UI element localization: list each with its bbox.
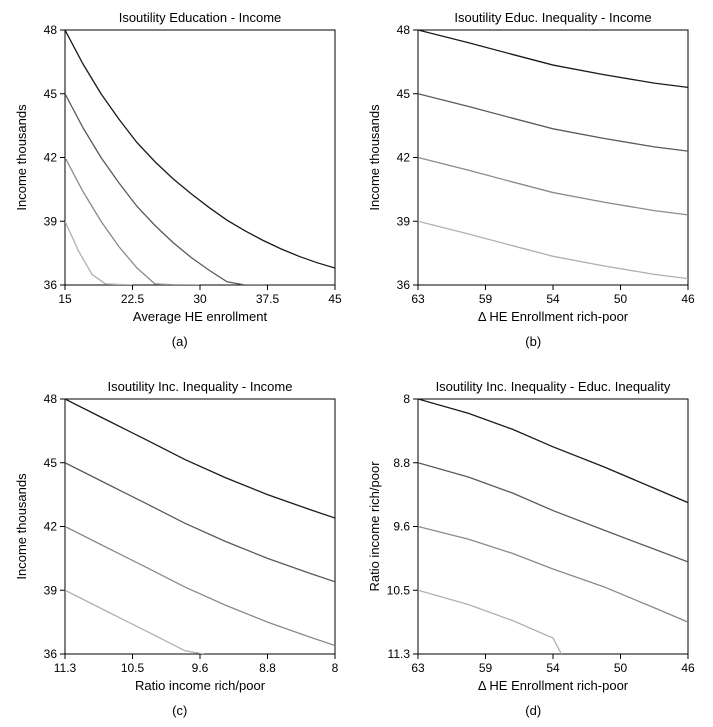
x-tick-label: 54 xyxy=(547,661,561,675)
y-axis-label: Income thousands xyxy=(14,472,29,579)
y-axis-label: Income thousands xyxy=(367,104,382,211)
x-tick-label: 10.5 xyxy=(121,661,145,675)
x-axis-label: Ratio income rich/poor xyxy=(135,678,266,693)
isoutility-curve xyxy=(65,590,204,654)
isoutility-curve xyxy=(418,399,688,503)
x-tick-label: 11.3 xyxy=(54,661,77,675)
isoutility-curve xyxy=(418,94,688,151)
isoutility-curve xyxy=(418,462,688,561)
plot-border xyxy=(65,30,335,285)
chart-title: Isoutility Education - Income xyxy=(118,10,281,25)
panel-sublabel: (a) xyxy=(172,334,188,349)
x-tick-label: 15 xyxy=(58,292,72,306)
x-tick-label: 46 xyxy=(682,661,696,675)
isoutility-curve xyxy=(418,221,688,278)
isoutility-curve xyxy=(65,30,335,268)
y-tick-label: 45 xyxy=(43,455,57,469)
y-tick-label: 42 xyxy=(43,151,57,165)
panel-sublabel: (c) xyxy=(172,703,187,718)
isoutility-curve xyxy=(65,221,133,285)
x-axis-label: Δ HE Enrollment rich-poor xyxy=(478,309,629,324)
x-tick-label: 30 xyxy=(193,292,207,306)
panel-sublabel: (d) xyxy=(525,703,541,718)
y-tick-label: 42 xyxy=(397,151,411,165)
y-tick-label: 39 xyxy=(397,214,411,228)
x-tick-label: 59 xyxy=(479,292,493,306)
plot-border xyxy=(418,399,688,654)
x-tick-label: 63 xyxy=(412,661,426,675)
x-tick-label: 8.8 xyxy=(259,661,276,675)
isoutility-curve xyxy=(418,30,688,87)
isoutility-curve xyxy=(418,526,688,622)
plot-border xyxy=(65,399,335,654)
chart-a: Isoutility Education - Income 15 22.5 30 37.… xyxy=(10,8,350,328)
x-tick-label: 46 xyxy=(682,292,696,306)
y-tick-label: 39 xyxy=(43,214,57,228)
x-axis-label: Average HE enrollment xyxy=(133,309,268,324)
chart-title: Isoutility Inc. Inequality - Educ. Inequ… xyxy=(436,379,671,394)
x-tick-label: 22.5 xyxy=(121,292,145,306)
panel-d: Isoutility Inc. Inequality - Educ. Inequ… xyxy=(362,377,706,727)
y-tick-label: 48 xyxy=(43,23,57,37)
isoutility-curve xyxy=(65,526,335,645)
y-tick-label: 45 xyxy=(397,87,411,101)
isoutility-curve xyxy=(65,462,335,581)
y-axis-label: Income thousands xyxy=(14,104,29,211)
x-tick-label: 63 xyxy=(412,292,426,306)
y-tick-label: 8 xyxy=(404,392,411,406)
panel-c: Isoutility Inc. Inequality - Income 11.3 1… xyxy=(8,377,352,727)
y-tick-label: 36 xyxy=(397,278,411,292)
x-tick-label: 54 xyxy=(547,292,561,306)
y-tick-label: 36 xyxy=(43,647,57,661)
y-tick-label: 48 xyxy=(43,392,57,406)
y-tick-label: 36 xyxy=(43,278,57,292)
isoutility-curve xyxy=(65,94,265,285)
chart-c: Isoutility Inc. Inequality - Income 11.3 1… xyxy=(10,377,350,697)
x-tick-label: 45 xyxy=(328,292,342,306)
x-axis-label: Δ HE Enrollment rich-poor xyxy=(478,678,629,693)
x-tick-label: 50 xyxy=(614,292,628,306)
y-tick-label: 9.6 xyxy=(394,519,411,533)
isoutility-curve xyxy=(65,399,335,518)
chart-title: Isoutility Inc. Inequality - Income xyxy=(107,379,292,394)
y-tick-label: 10.5 xyxy=(387,583,411,597)
isoutility-curve xyxy=(418,590,561,654)
y-tick-label: 8.8 xyxy=(394,455,411,469)
y-axis-label: Ratio income rich/poor xyxy=(367,460,382,591)
isoutility-curve xyxy=(65,158,200,286)
x-tick-label: 37.5 xyxy=(256,292,280,306)
y-tick-label: 42 xyxy=(43,519,57,533)
y-tick-label: 48 xyxy=(397,23,411,37)
panel-sublabel: (b) xyxy=(525,334,541,349)
panel-a: Isoutility Education - Income 15 22.5 30 37.… xyxy=(8,8,352,359)
x-tick-label: 50 xyxy=(614,661,628,675)
chart-title: Isoutility Educ. Inequality - Income xyxy=(455,10,652,25)
x-tick-label: 8 xyxy=(331,661,338,675)
panel-b: Isoutility Educ. Inequality - Income 63 59… xyxy=(362,8,706,359)
y-tick-label: 45 xyxy=(43,87,57,101)
x-tick-label: 9.6 xyxy=(191,661,208,675)
x-tick-label: 59 xyxy=(479,661,493,675)
y-tick-label: 39 xyxy=(43,583,57,597)
plot-border xyxy=(418,30,688,285)
chart-d: Isoutility Inc. Inequality - Educ. Inequ… xyxy=(363,377,703,697)
isoutility-curve xyxy=(418,158,688,215)
y-tick-label: 11.3 xyxy=(388,647,411,661)
chart-b: Isoutility Educ. Inequality - Income 63 59… xyxy=(363,8,703,328)
